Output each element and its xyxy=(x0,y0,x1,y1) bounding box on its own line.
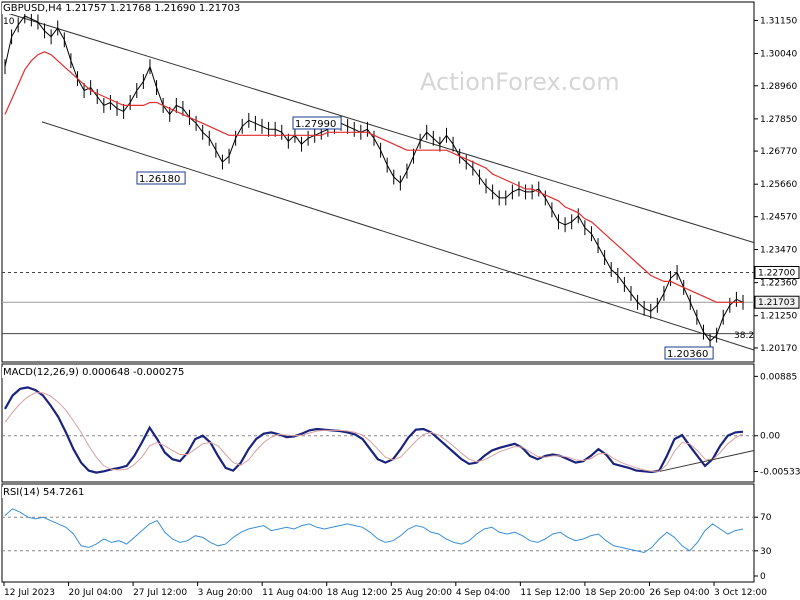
time-tick-label: 11 Aug 04:00 xyxy=(262,588,323,598)
macd-tick-label: -0.005334 xyxy=(760,468,800,478)
time-tick-label: 18 Sep 20:00 xyxy=(585,588,645,598)
rsi-pane-title: RSI(14) 54.7261 xyxy=(2,487,86,498)
macd-tick-label: 0.00885 xyxy=(760,372,797,382)
pane-frame-1 xyxy=(1,363,755,483)
price-tick-label: 1.28960 xyxy=(760,82,797,92)
price-tick-label: 1.22360 xyxy=(760,279,797,289)
time-tick-label: 3 Oct 12:00 xyxy=(714,588,767,598)
time-tick-label: 3 Aug 20:00 xyxy=(198,588,253,598)
rsi-tick-label: 70 xyxy=(760,513,772,523)
price-tick-label: 1.20170 xyxy=(760,344,797,354)
time-tick-label: 20 Jul 04:00 xyxy=(69,588,123,598)
channel-upper-line xyxy=(4,11,755,244)
rsi-line xyxy=(4,508,744,554)
price-tag-label: 1.21703 xyxy=(758,298,795,308)
price-tick-label: 1.26770 xyxy=(760,147,797,157)
time-tick-label: 26 Sep 04:00 xyxy=(649,588,709,598)
price-pane-title: GBPUSD,H4 1.21757 1.21768 1.21690 1.2170… xyxy=(2,3,242,14)
price-annotation-box xyxy=(136,171,186,185)
pane-frame-2 xyxy=(1,483,755,583)
macd-pane-title: MACD(12,26,9) 0.000648 -0.000275 xyxy=(2,367,186,378)
price-tag-box xyxy=(754,295,800,309)
pane-frame-0 xyxy=(1,1,755,363)
channel-lower-line xyxy=(41,121,755,351)
fib-annotation-label: 38.2 xyxy=(734,331,754,341)
price-annotation-box xyxy=(292,116,342,130)
price-tick-label: 1.30040 xyxy=(760,50,797,60)
corner-annotation-label: 10 xyxy=(3,17,15,27)
price-tag-label: 1.22700 xyxy=(758,268,795,278)
price-tick-label: 1.25660 xyxy=(760,180,797,190)
macd-signal-line xyxy=(4,392,744,472)
macd-trendline xyxy=(659,450,755,472)
macd-line xyxy=(4,386,744,474)
time-tick-label: 12 Jul 2023 xyxy=(4,588,55,598)
time-tick-label: 27 Jul 12:00 xyxy=(133,588,187,598)
price-tick-label: 1.23470 xyxy=(760,246,797,256)
time-tick-label: 18 Aug 12:00 xyxy=(327,588,388,598)
price-tick-label: 1.27850 xyxy=(760,115,797,125)
rsi-tick-label: 30 xyxy=(760,547,772,557)
watermark-text: ActionForex.com xyxy=(420,68,620,96)
price-annotation-box xyxy=(664,346,714,360)
time-tick-label: 25 Aug 20:00 xyxy=(391,588,452,598)
time-tick-label: 11 Sep 12:00 xyxy=(520,588,580,598)
price-tick-label: 1.31150 xyxy=(760,16,797,26)
rsi-tick-label: 0 xyxy=(760,572,766,582)
price-annotation-label: 1.27990 xyxy=(295,119,336,130)
price-tick-label: 1.21250 xyxy=(760,312,797,322)
macd-tick-label: 0.00 xyxy=(760,432,780,442)
moving-average-line xyxy=(4,51,743,303)
time-tick-label: 4 Sep 04:00 xyxy=(456,588,511,598)
price-annotation-label: 1.26180 xyxy=(139,174,180,185)
price-line xyxy=(4,15,744,342)
price-annotation-label: 1.20360 xyxy=(667,349,708,360)
price-tag-box xyxy=(754,265,800,279)
price-tick-label: 1.24570 xyxy=(760,213,797,223)
